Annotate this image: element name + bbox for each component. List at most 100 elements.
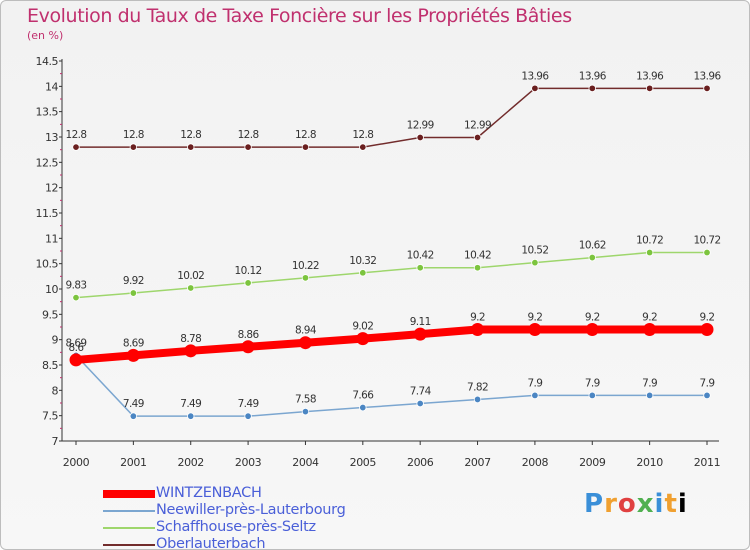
- logo-letter: i: [654, 489, 665, 519]
- legend-label: WINTZENBACH: [156, 485, 262, 501]
- y-tick-label: 10: [45, 283, 58, 296]
- legend-item: Neewiller-près-Lauterbourg: [103, 502, 346, 519]
- data-point: [129, 289, 138, 297]
- x-tick-label: 2005: [350, 456, 377, 469]
- data-label: 12.8: [295, 129, 316, 141]
- y-tick-label: 12: [45, 182, 58, 195]
- data-label: 7.9: [642, 377, 657, 389]
- y-tick-label: 9: [52, 334, 59, 347]
- data-point: [359, 143, 367, 151]
- legend-swatch: [103, 489, 155, 498]
- data-point: [585, 323, 599, 337]
- data-point: [531, 258, 539, 267]
- data-label: 8.69: [66, 337, 87, 349]
- data-point: [416, 399, 424, 408]
- data-label: 9.02: [352, 321, 373, 333]
- data-label: 12.8: [66, 129, 87, 141]
- data-label: 10.52: [521, 245, 548, 257]
- data-point: [645, 248, 654, 257]
- data-label: 7.9: [527, 377, 542, 389]
- data-label: 10.42: [407, 250, 434, 262]
- data-label: 10.62: [579, 240, 606, 252]
- legend: WINTZENBACH Neewiller-près-Lauterbourg S…: [103, 485, 346, 550]
- y-tick-label: 9.5: [42, 308, 58, 321]
- series-line: [75, 354, 708, 417]
- data-label: 9.2: [527, 312, 542, 324]
- data-label: 13.96: [693, 70, 721, 82]
- data-label: 8.94: [295, 325, 317, 337]
- y-tick-label: 14.5: [36, 55, 59, 68]
- y-tick-label: 13: [45, 131, 58, 144]
- data-point: [473, 264, 482, 272]
- legend-swatch: [103, 543, 155, 546]
- data-point: [528, 323, 542, 337]
- logo-letter: i: [677, 489, 688, 519]
- data-label: 7.82: [467, 381, 488, 393]
- data-point: [473, 395, 482, 404]
- data-label: 8.86: [238, 329, 260, 341]
- data-point: [643, 323, 657, 337]
- y-tick-label: 12.5: [36, 156, 59, 169]
- y-tick-label: 8: [52, 384, 59, 397]
- data-label: 7.74: [410, 386, 432, 398]
- x-tick-label: 2001: [120, 456, 146, 469]
- x-tick-label: 2008: [522, 456, 549, 469]
- y-tick-label: 14: [45, 80, 58, 93]
- data-point: [359, 403, 367, 412]
- data-point: [301, 407, 310, 416]
- legend-label: Neewiller-près-Lauterbourg: [156, 502, 346, 518]
- series-line: [75, 87, 708, 148]
- data-point: [588, 84, 596, 93]
- data-point: [187, 284, 195, 292]
- legend-label: Oberlauterbach: [156, 536, 266, 550]
- y-tick-label: 11.5: [36, 207, 59, 220]
- data-label: 12.8: [238, 129, 259, 141]
- legend-swatch: [103, 509, 155, 512]
- data-label: 9.83: [66, 280, 87, 292]
- data-label: 7.58: [295, 394, 316, 406]
- data-label: 7.9: [700, 377, 715, 389]
- data-point: [359, 269, 367, 277]
- data-point: [531, 391, 539, 400]
- y-tick-label: 8.5: [42, 359, 58, 372]
- data-label: 13.96: [579, 70, 607, 82]
- data-point: [645, 391, 654, 400]
- data-label: 10.72: [693, 235, 720, 247]
- x-tick-label: 2006: [407, 456, 434, 469]
- legend-swatch: [103, 526, 155, 529]
- data-label: 7.49: [123, 398, 144, 410]
- x-tick-label: 2010: [636, 456, 663, 469]
- data-point: [301, 274, 310, 282]
- data-label: 9.2: [470, 312, 485, 324]
- data-point: [129, 412, 138, 420]
- data-label: 8.78: [180, 333, 201, 345]
- unit-label: (en %): [27, 29, 64, 42]
- series-line: [75, 251, 708, 299]
- x-tick-label: 2009: [579, 456, 606, 469]
- data-label: 8.6: [69, 342, 85, 354]
- data-point: [588, 253, 596, 262]
- data-point: [244, 143, 252, 151]
- data-label: 9.92: [123, 275, 144, 287]
- data-point: [244, 279, 252, 287]
- data-label: 10.32: [349, 255, 376, 267]
- y-tick-label: 10.5: [36, 258, 59, 271]
- data-point: [72, 293, 80, 302]
- logo-letter: o: [617, 489, 637, 519]
- data-label: 7.66: [352, 390, 374, 402]
- y-tick-label: 7: [52, 435, 59, 448]
- data-point: [703, 248, 711, 257]
- series-line: [72, 325, 711, 364]
- data-label: 7.9: [585, 377, 600, 389]
- data-point: [187, 412, 195, 420]
- data-point: [413, 327, 427, 341]
- data-label: 12.8: [123, 129, 144, 141]
- data-point: [471, 323, 485, 337]
- y-tick-label: 7.5: [42, 410, 58, 423]
- x-tick-label: 2002: [178, 456, 204, 469]
- data-point: [473, 133, 482, 142]
- data-point: [700, 323, 714, 337]
- legend-item: Schaffhouse-près-Seltz: [103, 519, 345, 536]
